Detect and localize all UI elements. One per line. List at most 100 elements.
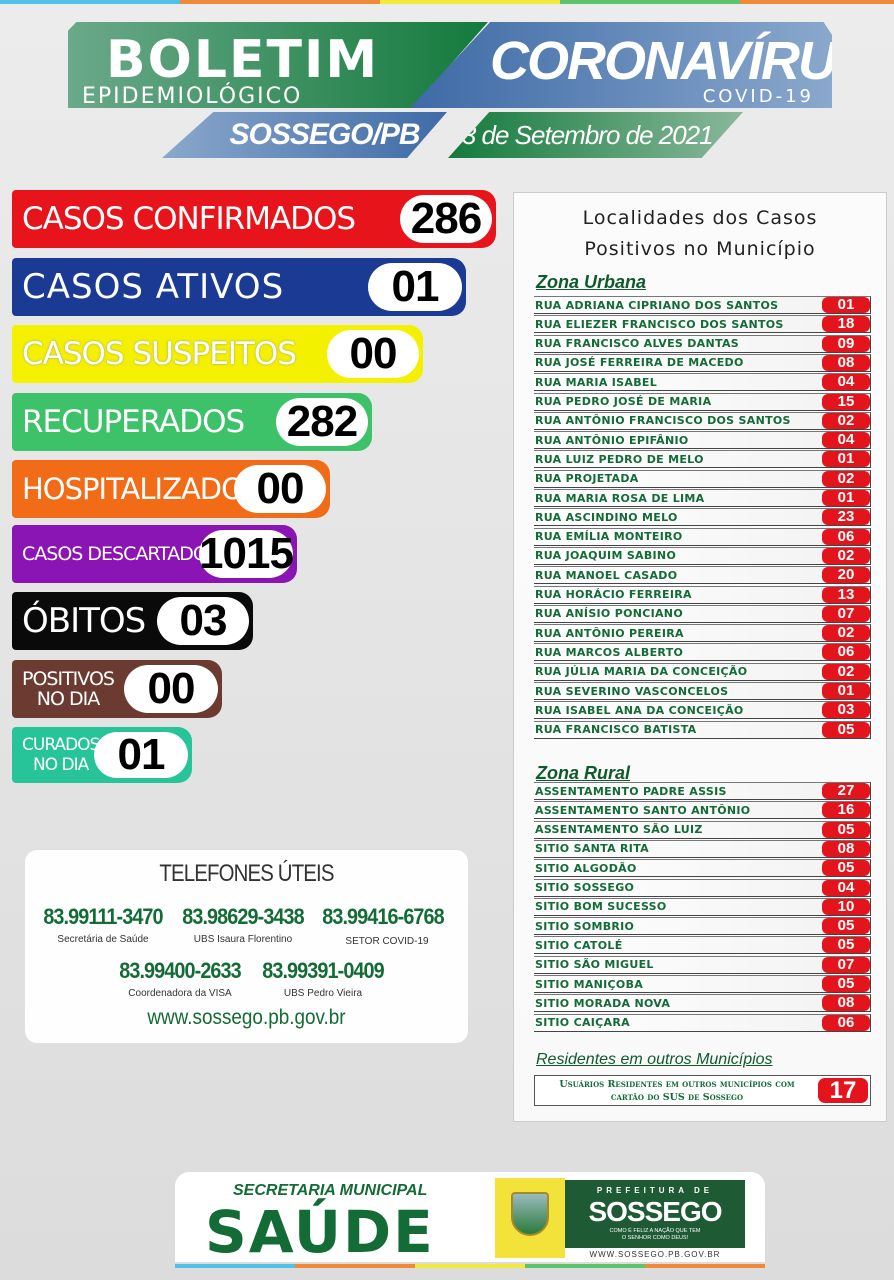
location-name: RUA FRANCISCO ALVES DANTAS [535, 337, 739, 351]
location-name: SITIO MANIÇOBA [535, 977, 644, 991]
location-name: SITIO CATOLÉ [535, 938, 623, 952]
location-row: RUA SEVERINO VASCONCELOS 01 [534, 682, 871, 700]
location-name: RUA SEVERINO VASCONCELOS [535, 684, 729, 698]
phone-label: SETOR COVID-19 [345, 936, 429, 947]
website-link[interactable]: www.sossego.pb.gov.br [147, 1006, 346, 1029]
location-name: RUA FRANCISCO BATISTA [535, 723, 697, 737]
location-row: RUA ELIEZER FRANCISCO DOS SANTOS 18 [534, 315, 871, 334]
location-row: SITIO SOSSEGO 04 [534, 878, 871, 897]
location-count: 06 [822, 644, 870, 661]
phone-label: Secretária de Saúde [57, 934, 149, 945]
location-count: 02 [822, 663, 870, 680]
city-banner: SOSSEGO/PB [162, 112, 447, 158]
stat-cured-day: CURADOS NO DIA 01 [12, 727, 192, 783]
stat-label: RECUPERADOS [22, 404, 245, 440]
location-name: RUA MANOEL CASADO [535, 568, 678, 582]
location-name: RUA ASCINDINO MELO [535, 510, 678, 524]
location-name: SITIO SANTA RITA [535, 842, 649, 856]
location-row: SITIO MANIÇOBA 05 [534, 975, 871, 993]
stat-label: CASOS SUSPEITOS [22, 336, 297, 372]
zona-rural-title: Zona Rural [536, 763, 631, 783]
location-count: 09 [822, 335, 870, 352]
location-row: RUA FRANCISCO ALVES DANTAS 09 [534, 334, 871, 353]
shield-icon [511, 1192, 549, 1236]
phone-number[interactable]: 83.99416-6768 [322, 904, 444, 929]
location-row: SITIO BOM SUCESSO 10 [534, 897, 871, 916]
phone-label: Coordenadora da VISA [128, 988, 232, 999]
prefeitura-logo: PREFEITURA DE SOSSEGO COMO É FELIZ A NAÇ… [565, 1180, 745, 1248]
location-row: SITIO SANTA RITA 08 [534, 839, 871, 858]
color-stripe [0, 0, 180, 4]
stat-label: HOSPITALIZADOS [22, 472, 261, 506]
location-name: SITIO BOM SUCESSO [535, 900, 667, 914]
stat-hospitalized: HOSPITALIZADOS 00 [12, 460, 330, 518]
location-row: RUA ANTÔNIO FRANCISCO DOS SANTOS 02 [534, 411, 871, 430]
topic-sub: COVID-19 [702, 86, 814, 107]
phone-number[interactable]: 83.99400-2633 [119, 958, 241, 983]
phones-box: TELEFONES ÚTEIS 83.99111-3470 Secretária… [25, 850, 468, 1043]
location-row: RUA LUIZ PEDRO DE MELO 01 [534, 450, 871, 469]
stat-confirmed: CASOS CONFIRMADOS 286 [12, 190, 496, 248]
location-count: 06 [822, 528, 870, 545]
location-row: RUA ASCINDINO MELO 23 [534, 508, 871, 527]
location-name: RUA ANÍSIO PONCIANO [535, 607, 683, 621]
stat-value: 01 [368, 262, 462, 311]
location-name: RUA EMÍLIA MONTEIRO [535, 530, 683, 544]
footer-website[interactable]: WWW.SOSSEGO.PB.GOV.BR [589, 1250, 721, 1259]
location-name: RUA ANTÔNIO FRANCISCO DOS SANTOS [535, 414, 791, 428]
location-name: SITIO MORADA NOVA [535, 996, 671, 1010]
location-count: 01 [822, 490, 870, 506]
phone-label: UBS Isaura Florentino [193, 934, 293, 945]
phone-number[interactable]: 83.99111-3470 [43, 904, 163, 929]
location-row: SITIO ALGODÃO 05 [534, 859, 871, 878]
location-count: 05 [822, 937, 870, 954]
outros-count: 17 [818, 1078, 868, 1103]
location-row: RUA MARIA ISABEL 04 [534, 373, 871, 392]
color-stripe [645, 1264, 765, 1268]
location-name: RUA HORÁCIO FERREIRA [535, 588, 692, 601]
location-row: SITIO SOMBRIO 05 [534, 917, 871, 936]
location-name: RUA ADRIANA CIPRIANO DOS SANTOS [535, 298, 779, 312]
location-count: 20 [822, 567, 870, 584]
location-count: 05 [822, 860, 870, 877]
footer-secretaria: SECRETARIA MUNICIPAL [233, 1182, 428, 1199]
stat-recovered: RECUPERADOS 282 [12, 393, 372, 451]
location-name: RUA PROJETADA [535, 472, 639, 486]
color-stripe [740, 0, 894, 4]
location-name: RUA MARIA ISABEL [535, 375, 658, 389]
location-count: 02 [822, 547, 870, 564]
location-row: RUA PEDRO JOSÉ DE MARIA 15 [534, 392, 871, 411]
location-name: RUA JÚLIA MARIA DA CONCEIÇÃO [535, 665, 748, 679]
location-row: RUA ADRIANA CIPRIANO DOS SANTOS 01 [534, 296, 871, 314]
location-count: 08 [822, 354, 870, 371]
location-count: 15 [822, 393, 870, 410]
phone-number[interactable]: 83.99391-0409 [262, 958, 384, 983]
stat-value: 1015 [199, 529, 294, 578]
location-name: SITIO CAIÇARA [535, 1016, 630, 1030]
location-name: SITIO SOMBRIO [535, 919, 635, 933]
location-name: RUA ELIEZER FRANCISCO DOS SANTOS [535, 317, 784, 331]
location-name: RUA PEDRO JOSÉ DE MARIA [535, 395, 712, 408]
location-count: 05 [822, 976, 870, 992]
location-name: SITIO SOSSEGO [535, 881, 635, 894]
location-count: 05 [822, 721, 870, 738]
location-name: RUA ANTÔNIO EPIFÂNIO [535, 433, 689, 447]
location-name: RUA MARCOS ALBERTO [535, 645, 684, 659]
phone-number[interactable]: 83.98629-3438 [182, 904, 304, 929]
location-count: 02 [822, 625, 870, 642]
subtitle: EPIDEMIOLÓGICO [82, 84, 303, 109]
location-row: ASSENTAMENTO PADRE ASSIS 27 [534, 782, 871, 800]
location-row: RUA MANOEL CASADO 20 [534, 566, 871, 585]
phones-title: TELEFONES ÚTEIS [159, 860, 334, 887]
coat-of-arms-logo [495, 1178, 565, 1258]
location-count: 23 [822, 509, 870, 526]
location-count: 03 [822, 702, 870, 719]
panel-title-line1: Localidades dos Casos [582, 207, 818, 229]
stat-label: CASOS ATIVOS [22, 267, 285, 307]
stat-label: CURADOS NO DIA [22, 735, 100, 775]
outros-row: Usuários Residentes em outros municípios… [534, 1075, 871, 1106]
localidades-panel: Localidades dos Casos Positivos no Munic… [513, 192, 887, 1122]
location-name: ASSENTAMENTO SANTO ANTÔNIO [535, 803, 751, 817]
location-count: 08 [822, 840, 870, 857]
location-name: RUA MARIA ROSA DE LIMA [535, 491, 705, 505]
